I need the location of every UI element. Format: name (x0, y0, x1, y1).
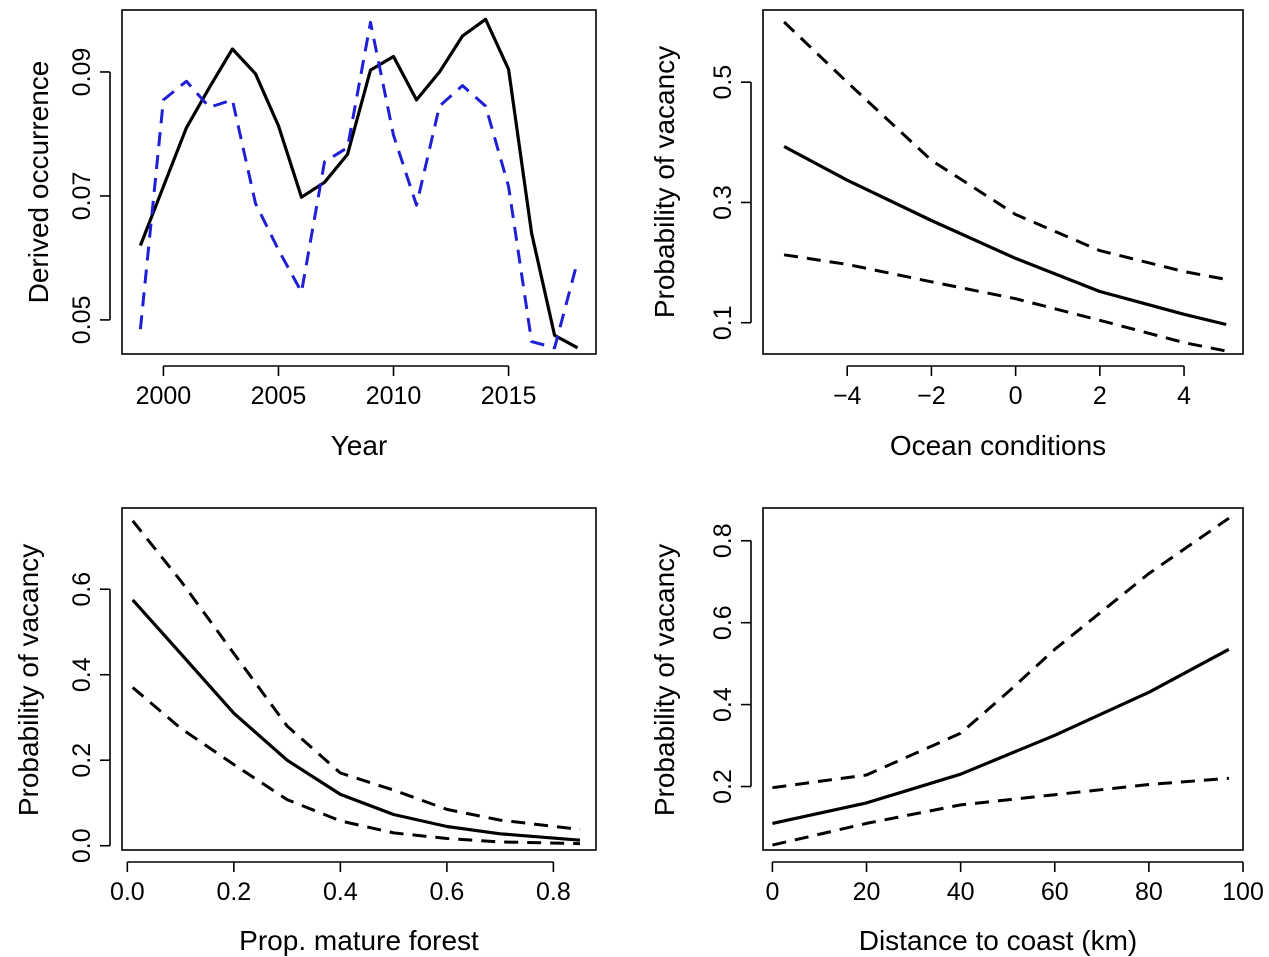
x-tick-label: 0 (1009, 382, 1023, 410)
y-tick-label: 0.6 (68, 572, 96, 607)
x-tick-label: 2 (1093, 382, 1107, 410)
series-line-3 (131, 686, 581, 846)
panel-mature-forest: 0.0 0.2 0.4 0.6 0.8 0.0 0.2 0.4 0.6 Prop. matur… (13, 507, 597, 956)
x-axis: −4 −2 0 2 4 (833, 365, 1191, 410)
x-tick-label: 2015 (481, 382, 537, 410)
y-axis: 0.1 0.3 0.5 (709, 65, 752, 340)
x-tick-label: 0.6 (429, 878, 464, 906)
plot-frame (762, 507, 1244, 851)
x-tick-label: 0.8 (536, 878, 571, 906)
y-tick-label: 0.0 (68, 828, 96, 863)
series-line-2 (783, 20, 1227, 281)
series-group (772, 516, 1230, 847)
x-tick-label: 4 (1177, 382, 1191, 410)
x-tick-label: 2005 (251, 382, 307, 410)
y-tick-label: 0.6 (709, 605, 737, 640)
x-axis: 0.0 0.2 0.4 0.6 0.8 (110, 861, 571, 906)
series-line-3 (772, 776, 1230, 847)
y-tick-label: 0.1 (709, 305, 737, 340)
x-tick-label: 60 (1041, 878, 1069, 906)
y-axis-title: Probability of vacancy (649, 46, 680, 318)
x-tick-label: 40 (947, 878, 975, 906)
series-line-1 (138, 17, 579, 350)
y-tick-label: 0.3 (709, 185, 737, 220)
series-line-2 (131, 519, 581, 831)
y-tick-label: 0.05 (68, 296, 96, 345)
x-tick-label: 0 (765, 878, 779, 906)
y-tick-label: 0.2 (709, 769, 737, 804)
y-axis: 0.0 0.2 0.4 0.6 (68, 572, 111, 863)
series-group (783, 20, 1227, 353)
panel-ocean-conditions: −4 −2 0 2 4 0.1 0.3 0.5 Ocean conditions Proba… (649, 9, 1244, 461)
x-axis-title: Year (331, 430, 388, 461)
plot-frame (121, 507, 597, 851)
y-tick-label: 0.2 (68, 743, 96, 778)
x-axis-title: Prop. mature forest (239, 925, 479, 956)
series-line-3 (783, 253, 1227, 353)
y-axis-title: Probability of vacancy (13, 544, 44, 816)
x-tick-label: 20 (853, 878, 881, 906)
y-axis-title: Derived occurrence (23, 61, 54, 304)
x-tick-label: 0.2 (216, 878, 251, 906)
y-tick-label: 0.8 (709, 523, 737, 558)
x-tick-label: 2000 (136, 382, 192, 410)
y-tick-label: 0.4 (709, 687, 737, 722)
x-axis: 0 20 40 60 80 100 (765, 861, 1264, 906)
y-axis-title: Probability of vacancy (649, 544, 680, 816)
x-axis-title: Distance to coast (km) (859, 925, 1138, 956)
series-line-1 (783, 145, 1227, 327)
plot-frame (121, 9, 597, 355)
y-tick-label: 0.4 (68, 657, 96, 692)
y-tick-label: 0.5 (709, 65, 737, 100)
plot-frame (762, 9, 1244, 355)
x-tick-label: −2 (917, 382, 946, 410)
x-tick-label: 100 (1222, 878, 1264, 906)
series-group (138, 17, 580, 350)
y-axis: 0.05 0.07 0.09 (68, 48, 111, 345)
x-tick-label: 2010 (366, 382, 422, 410)
x-tick-label: 80 (1135, 878, 1163, 906)
x-tick-label: 0.4 (323, 878, 358, 906)
panel-distance-to-coast: 0 20 40 60 80 100 0.2 0.4 0.6 0.8 Distance to co… (649, 507, 1264, 956)
series-line-1 (131, 598, 581, 842)
x-axis: 2000 2005 2010 2015 (136, 365, 537, 410)
panel-derived-occurrence: 2000 2005 2010 2015 0.05 0.07 0.09 Year Deriv… (23, 9, 597, 461)
y-tick-label: 0.09 (68, 48, 96, 97)
x-axis-title: Ocean conditions (890, 430, 1106, 461)
x-tick-label: 0.0 (110, 878, 145, 906)
series-line-1 (772, 647, 1230, 825)
series-line-2 (772, 516, 1230, 790)
y-tick-label: 0.07 (68, 172, 96, 221)
series-line-2 (138, 20, 580, 350)
series-group (131, 519, 581, 846)
y-axis: 0.2 0.4 0.6 0.8 (709, 523, 752, 804)
x-tick-label: −4 (833, 382, 862, 410)
